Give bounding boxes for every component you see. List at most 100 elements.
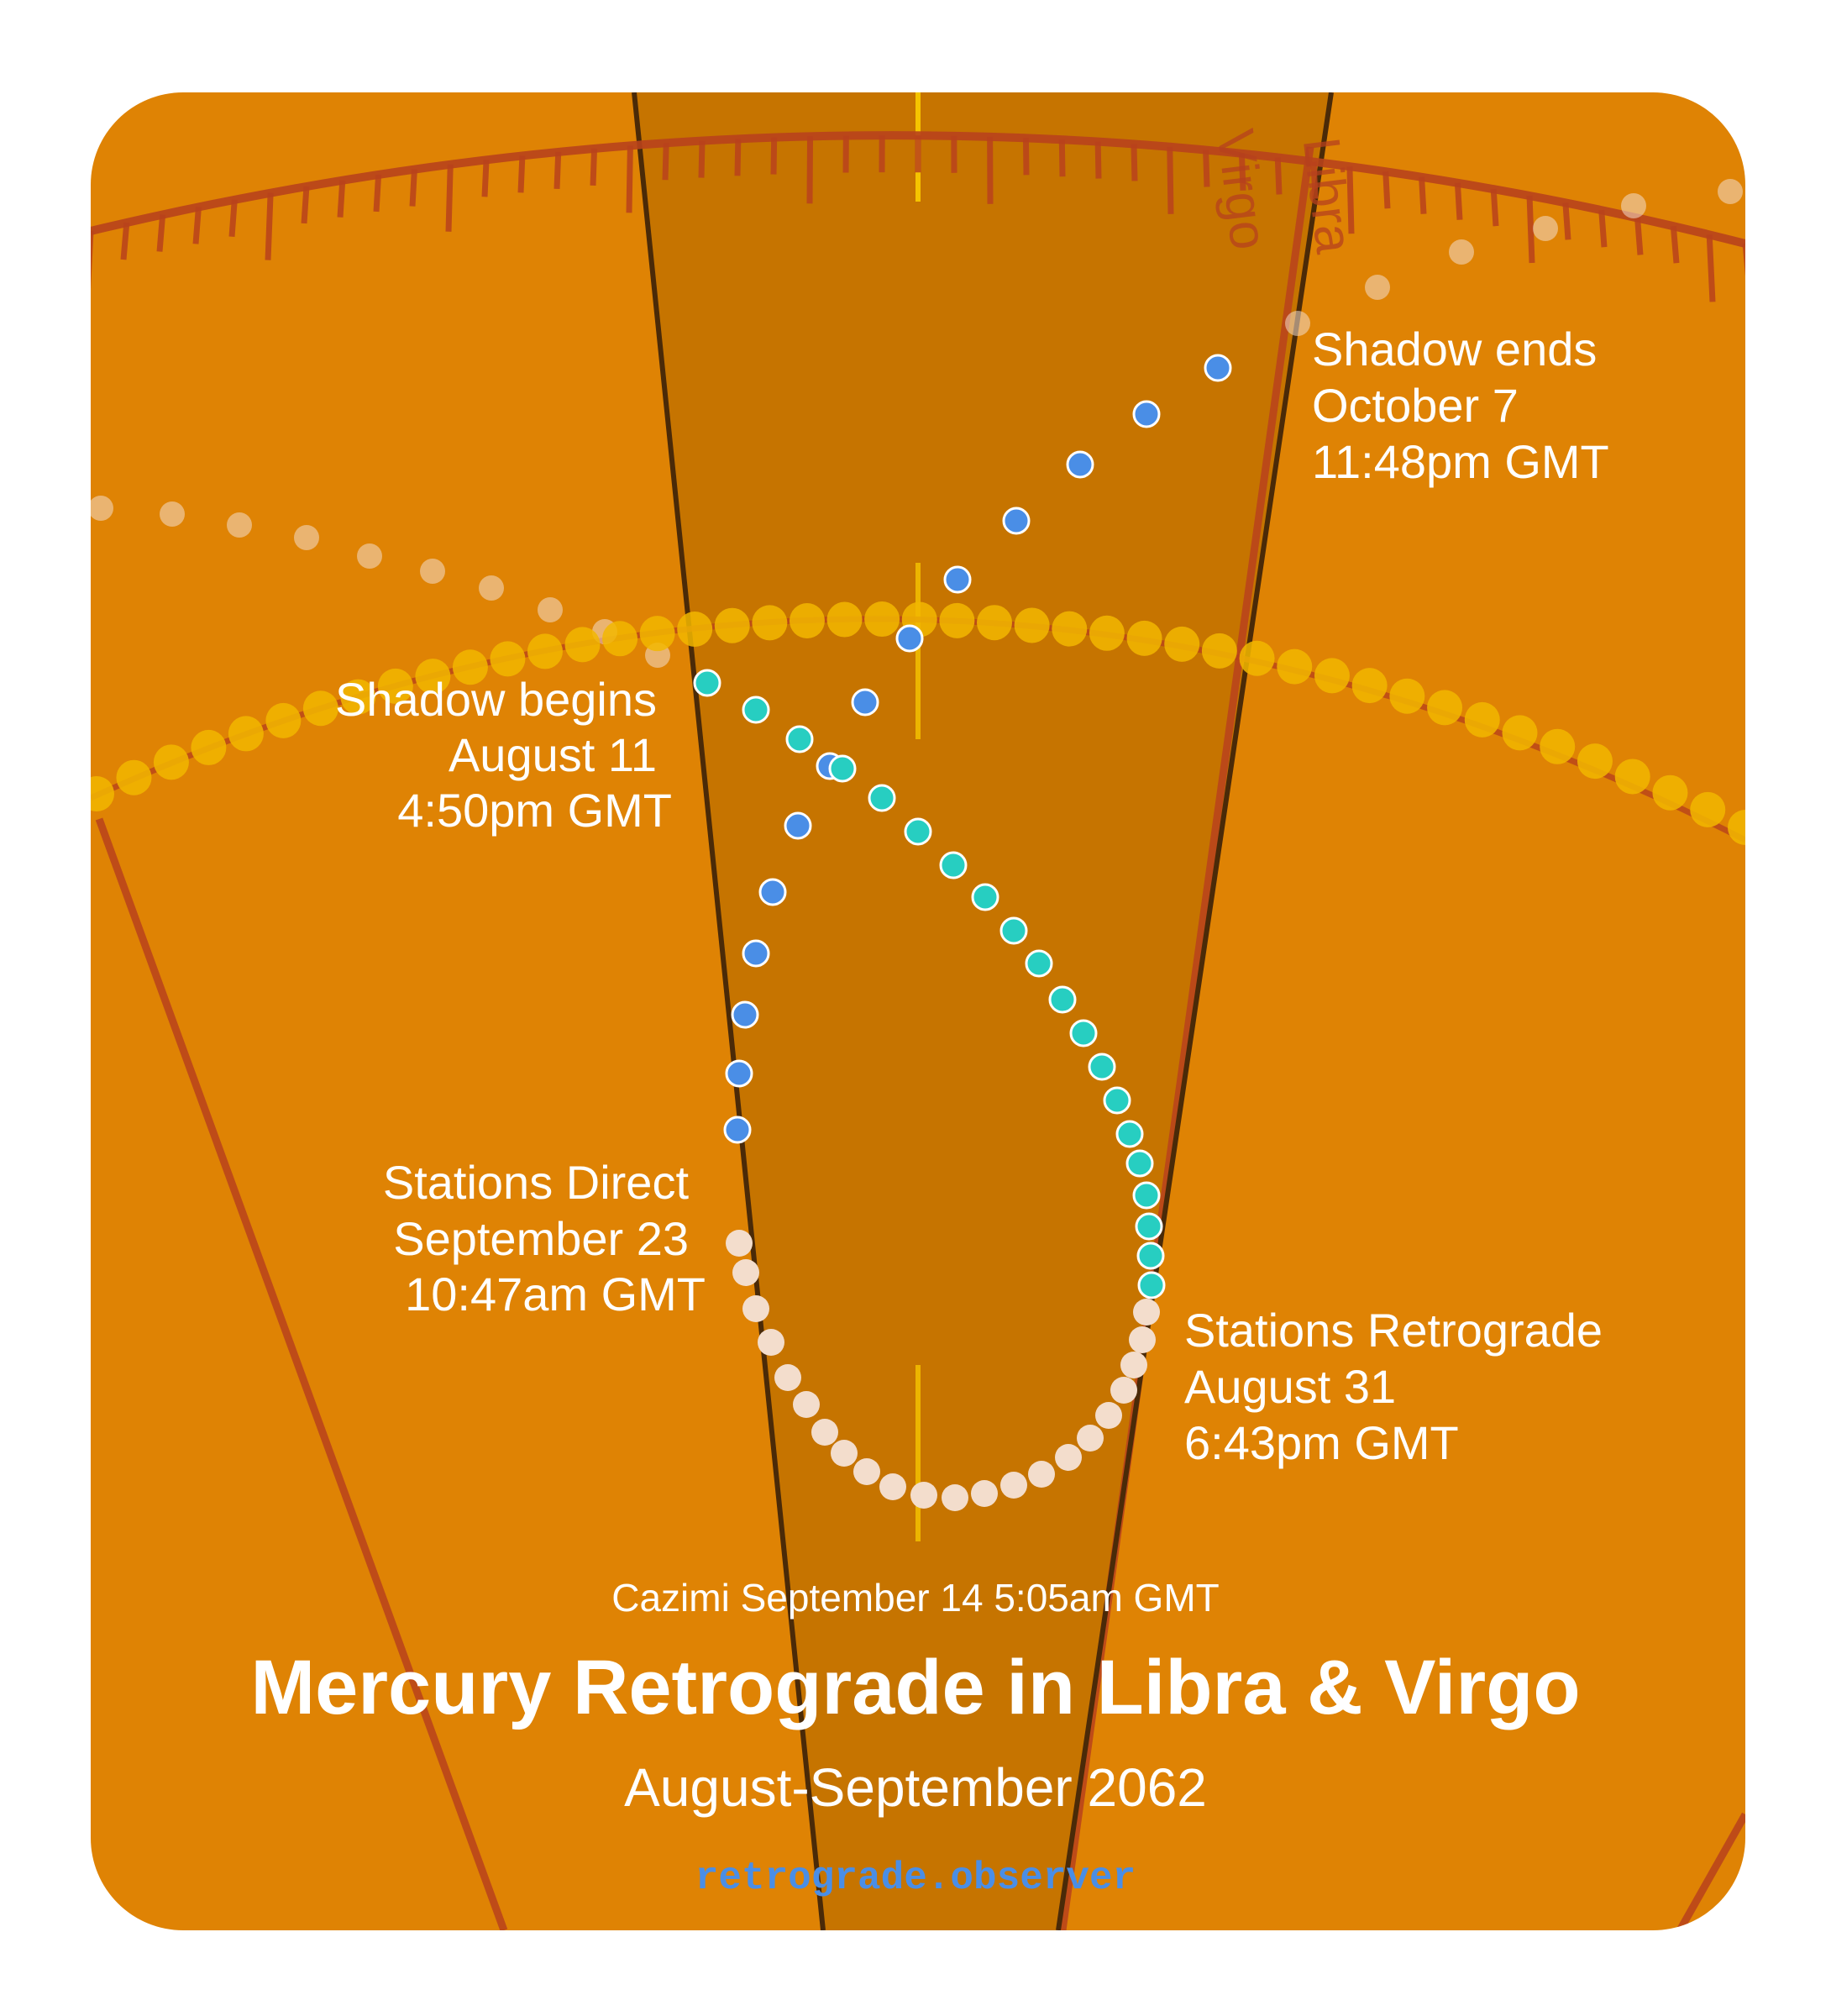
sun-dot xyxy=(639,616,675,652)
zodiac-tick xyxy=(590,148,598,186)
sun-dot xyxy=(1464,701,1500,738)
faint-dot xyxy=(1718,179,1743,204)
zodiac-tick xyxy=(120,222,130,260)
stations-direct-title: Stations Direct xyxy=(383,1156,690,1209)
shadow-ends-title: Shadow ends xyxy=(1312,323,1597,375)
shadow-dot xyxy=(723,1116,752,1144)
sun-dot xyxy=(1201,633,1237,669)
sun-dot xyxy=(677,611,713,647)
retro-dot xyxy=(904,817,932,846)
sun-dot xyxy=(864,601,900,638)
sun-dot xyxy=(1652,774,1688,811)
zodiac-tick xyxy=(265,192,274,260)
direct-dot xyxy=(971,1480,998,1507)
faint-dot xyxy=(479,575,504,601)
sun-dot xyxy=(939,602,975,638)
faint-dot xyxy=(160,501,185,527)
shadow-start-edge xyxy=(632,92,826,1930)
zodiac-tick xyxy=(445,164,454,232)
sun-dot xyxy=(302,690,338,727)
stations-direct-date: September 23 xyxy=(393,1212,689,1265)
direct-dot xyxy=(1110,1377,1137,1404)
retrograde-phase-dots xyxy=(693,669,1166,1299)
zodiac-tick xyxy=(1706,234,1716,302)
shadow-dot xyxy=(943,565,972,594)
faint-dot xyxy=(357,543,382,569)
stations-direct-time: 10:47am GMT xyxy=(405,1268,706,1320)
sun-dot xyxy=(1389,678,1425,714)
shadow-band xyxy=(634,92,1331,1930)
sun-dot xyxy=(1427,690,1463,726)
faint-dot xyxy=(1533,216,1558,241)
retro-dot xyxy=(1137,1271,1166,1299)
label-shadow-begins: Shadow begins August 11 4:50pm GMT xyxy=(335,673,672,837)
sun-dot xyxy=(1540,728,1576,764)
zodiac-tick xyxy=(156,214,166,252)
zodiac-tick xyxy=(301,186,310,224)
zodiac-tick xyxy=(1131,144,1138,181)
sun-dot xyxy=(602,621,638,657)
sun-dot xyxy=(228,716,264,752)
zodiac-tick xyxy=(409,169,417,207)
sun-dot xyxy=(1614,759,1650,795)
stations-retrograde-title: Stations Retrograde xyxy=(1184,1304,1603,1357)
faint-dot xyxy=(1621,193,1646,218)
sun-dot xyxy=(1314,658,1350,694)
direct-dot xyxy=(1055,1444,1082,1471)
retro-dot xyxy=(693,669,721,697)
shadow-dot xyxy=(784,811,812,840)
zodiac-ticks xyxy=(91,135,1745,302)
sun-dot xyxy=(1690,791,1726,827)
shadow-dot xyxy=(1066,450,1094,479)
direct-dot xyxy=(774,1364,801,1391)
sun-dot xyxy=(377,668,413,704)
site-link[interactable]: retrograde.observer xyxy=(695,1856,1136,1900)
zodiac-tick xyxy=(1203,150,1210,187)
retro-dot xyxy=(1136,1242,1165,1270)
sun-dot xyxy=(265,702,302,738)
zodiac-tick xyxy=(373,174,382,213)
direct-dot xyxy=(853,1458,880,1485)
sun-dot xyxy=(490,641,526,677)
direct-dot xyxy=(910,1482,937,1509)
shadow-end-edge xyxy=(1056,92,1334,1930)
sun-dot xyxy=(564,627,601,663)
sun-dot xyxy=(153,744,189,780)
sun-dot xyxy=(1351,668,1388,704)
zodiac-tick xyxy=(1310,161,1319,199)
zodiac-tick xyxy=(1274,157,1283,195)
sun-dot xyxy=(1126,620,1162,656)
zodiac-tick xyxy=(192,207,202,244)
label-stations-retrograde: Stations Retrograde August 31 6:43pm GMT xyxy=(1184,1304,1603,1469)
sun-dot xyxy=(1239,640,1275,676)
zodiac-tick xyxy=(1742,243,1745,281)
shadow-ends-date: October 7 xyxy=(1312,379,1519,432)
retro-dot xyxy=(1025,949,1053,978)
faint-dot xyxy=(294,525,319,550)
direct-dot xyxy=(1028,1461,1055,1488)
label-stations-direct: Stations Direct September 23 10:47am GMT xyxy=(383,1156,706,1320)
shadow-phase-dots xyxy=(723,354,1232,1144)
direct-dot xyxy=(726,1230,753,1257)
faint-dot xyxy=(420,559,445,584)
faint-path-dots xyxy=(91,179,1743,668)
shadow-begins-time: 4:50pm GMT xyxy=(397,784,672,837)
retro-dot xyxy=(1132,1181,1161,1210)
retro-dot xyxy=(1135,1212,1163,1241)
sun-dot xyxy=(415,659,451,695)
sun-dot xyxy=(976,605,1012,641)
direct-dot xyxy=(793,1391,820,1418)
sun-dot xyxy=(116,759,152,795)
zodiac-tick xyxy=(662,143,669,181)
zodiac-tick xyxy=(337,180,346,218)
stations-retrograde-date: August 31 xyxy=(1184,1360,1396,1413)
shadow-begins-date: August 11 xyxy=(449,728,657,781)
faint-dot xyxy=(1285,311,1310,336)
sign-boundary-line xyxy=(95,817,508,1930)
zodiac-tick xyxy=(806,136,814,204)
page-subtitle: August-September 2062 xyxy=(624,1757,1207,1818)
zodiac-tick xyxy=(228,199,238,238)
sun-dot xyxy=(340,679,376,715)
zodiac-tick xyxy=(1670,225,1680,264)
shadow-dot xyxy=(742,939,770,968)
